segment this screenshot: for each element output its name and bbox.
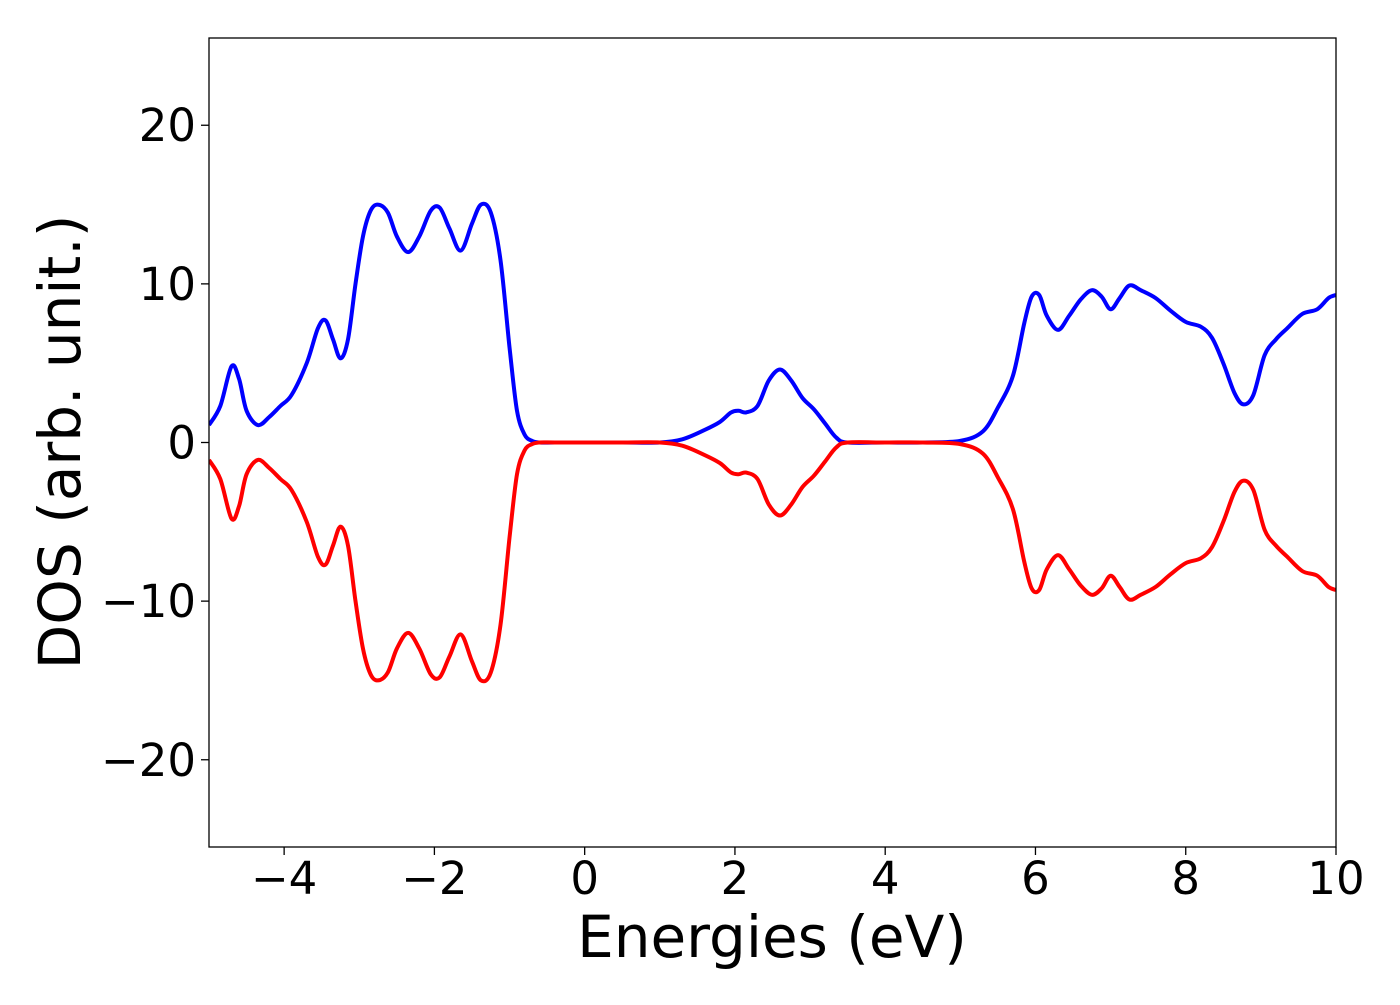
- y-tick-label: −10: [101, 575, 196, 628]
- y-tick-label: −20: [101, 734, 196, 787]
- x-tick-label: 4: [871, 852, 900, 905]
- y-tick-label: 0: [167, 417, 196, 470]
- y-axis: −20 −10 0 10 20: [101, 99, 209, 787]
- x-tick-label: 10: [1307, 852, 1364, 905]
- series-line-1: [209, 440, 1336, 684]
- x-tick-label: 8: [1171, 852, 1200, 905]
- y-axis-label: DOS (arb. unit.): [26, 215, 94, 670]
- y-tick-label: 10: [139, 258, 196, 311]
- x-axis: −4 −2 0 2 4 6 8 10: [251, 847, 1365, 905]
- plot-frame: [208, 37, 1337, 848]
- y-tick-label: 20: [139, 99, 196, 152]
- x-axis-label: Energies (eV): [577, 903, 967, 971]
- x-tick-label: −4: [251, 852, 317, 905]
- x-tick-label: −2: [401, 852, 467, 905]
- x-tick-label: 6: [1021, 852, 1050, 905]
- x-tick-label: 0: [570, 852, 599, 905]
- series-layer: [209, 201, 1336, 684]
- series-line-0: [209, 201, 1336, 445]
- x-tick-label: 2: [721, 852, 750, 905]
